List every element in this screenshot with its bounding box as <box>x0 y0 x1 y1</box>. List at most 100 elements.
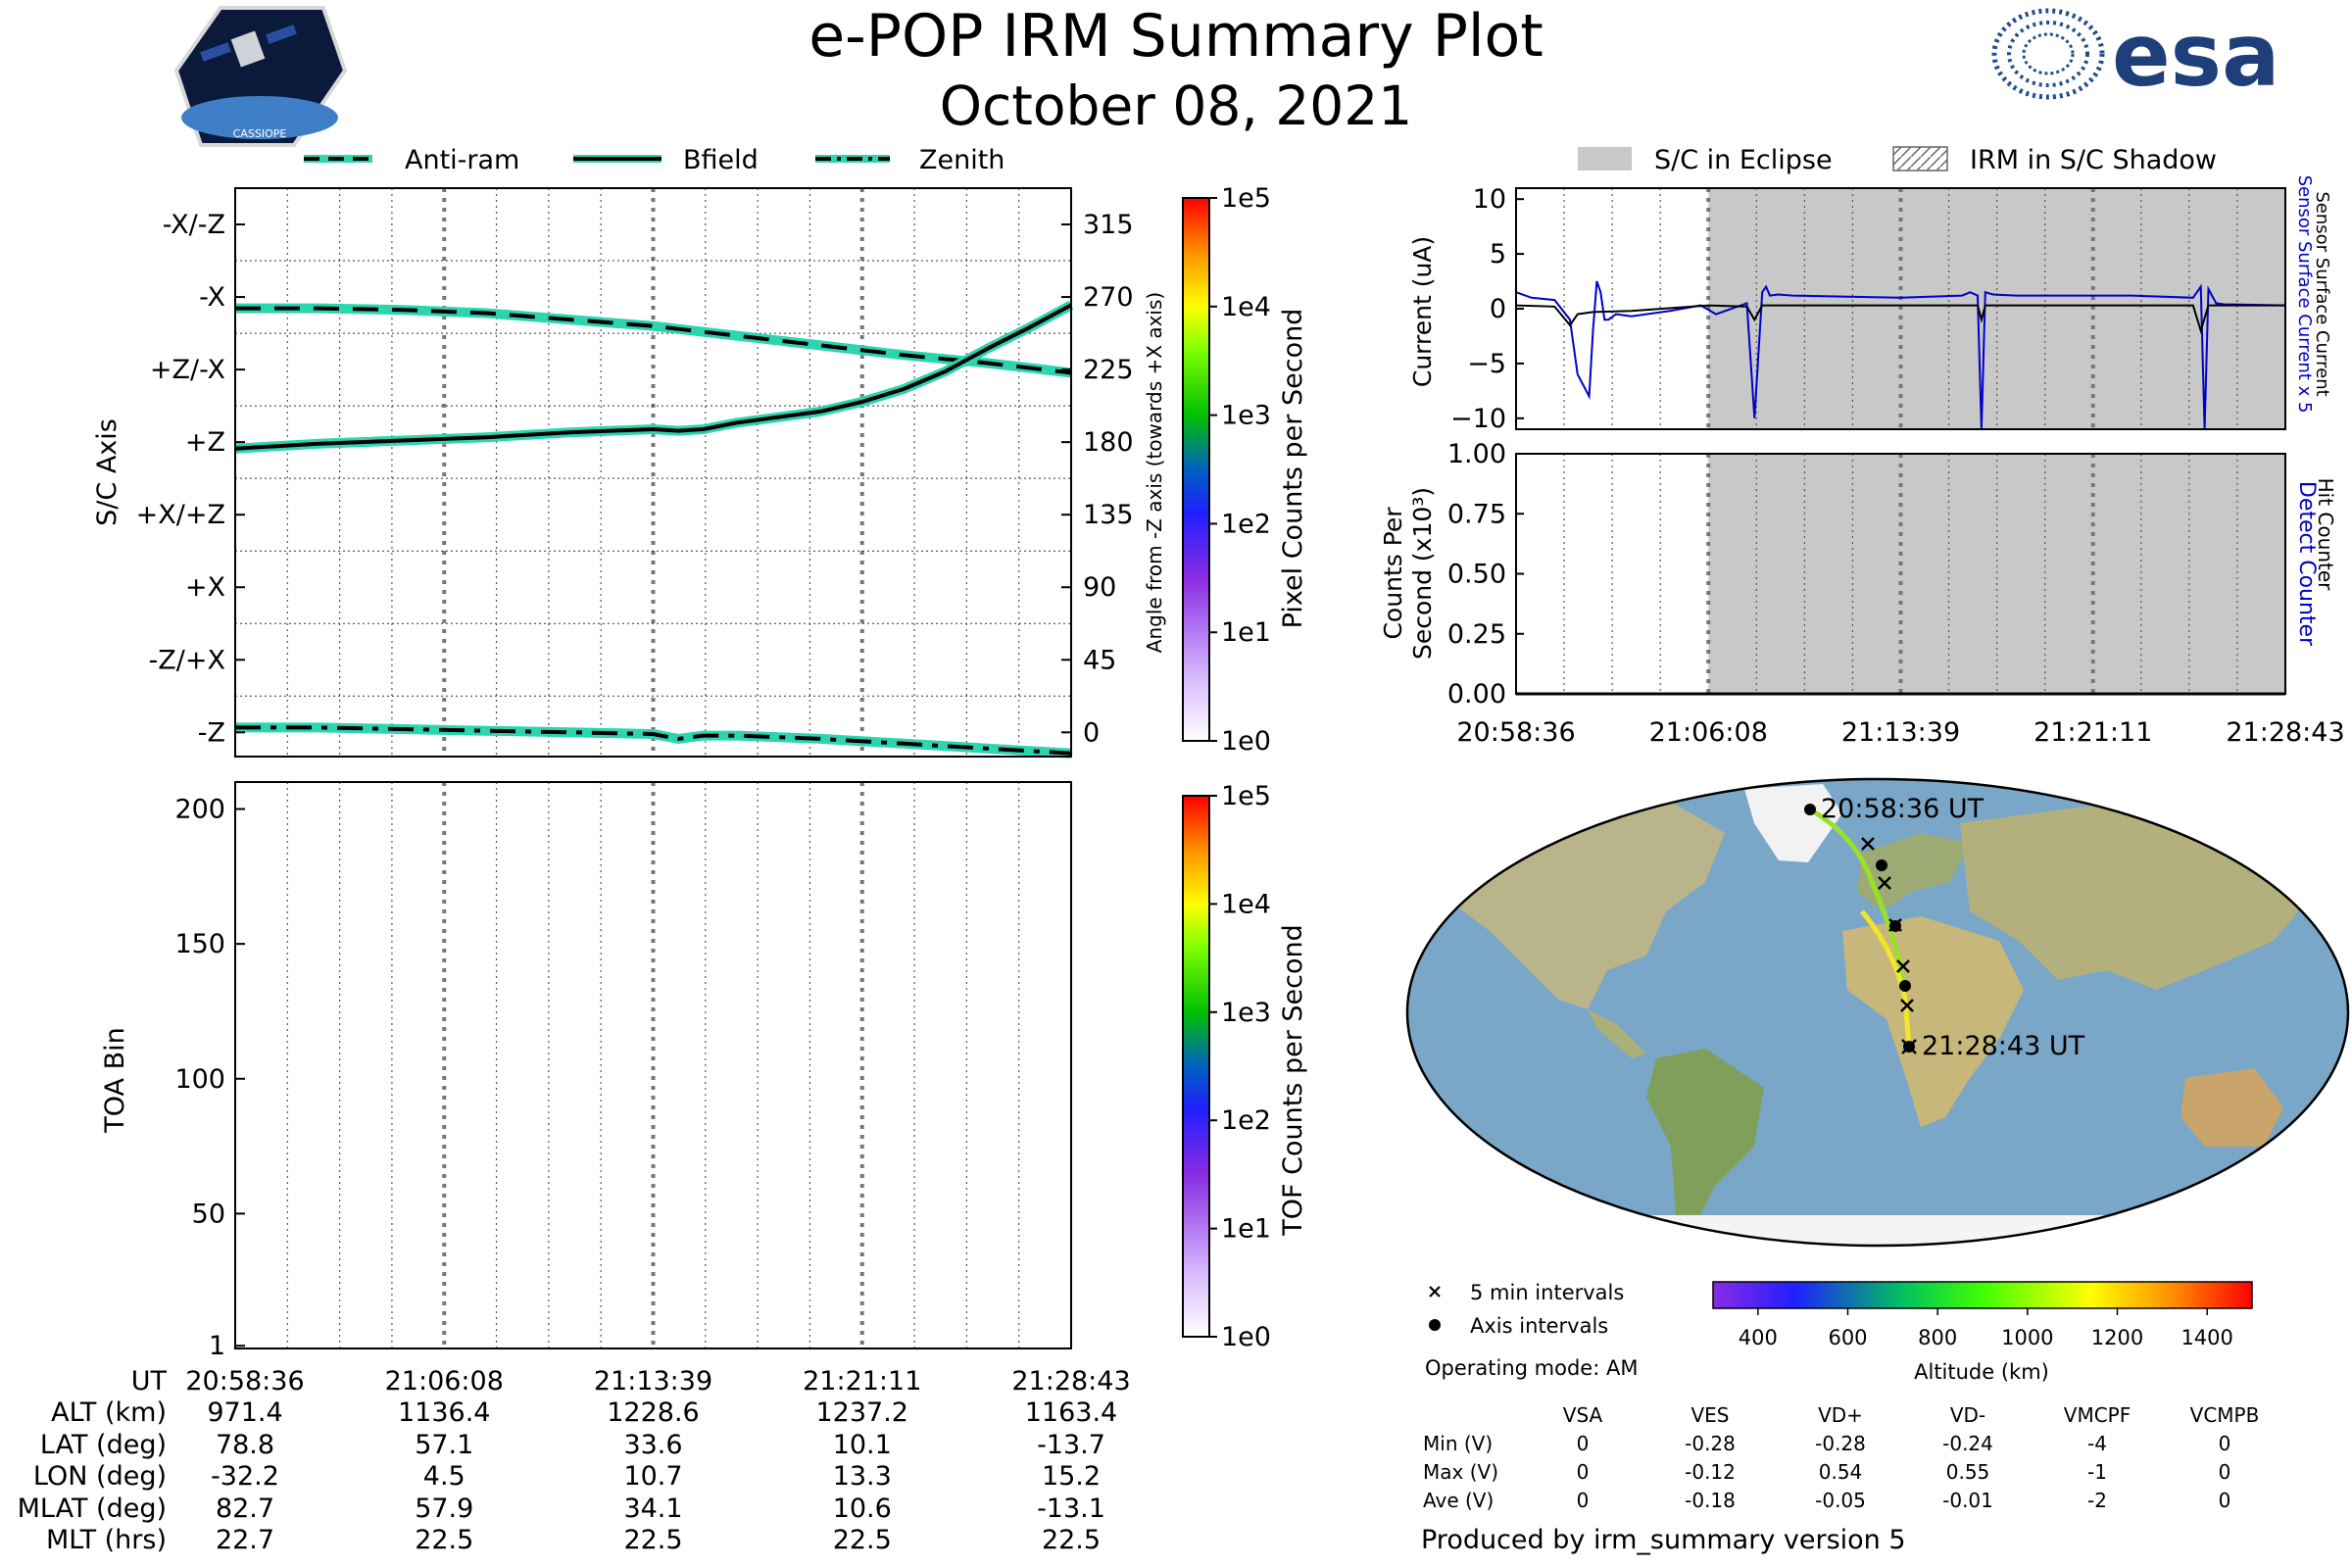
voltage-cell: 0 <box>1577 1432 1590 1455</box>
legend-eclipse-swatch <box>1578 147 1632 171</box>
counts-xtick-label: 21:13:39 <box>1841 717 1960 748</box>
toa-yticks: 200 150 100 50 1 <box>174 795 245 1361</box>
axis-label: +Z/-X <box>150 355 225 385</box>
esa-globe-icon <box>1991 8 2105 100</box>
voltage-header: VD+ <box>1818 1403 1863 1427</box>
antarctica <box>1411 1215 2348 1246</box>
counts-tick-label: 1.00 <box>1447 439 1506 469</box>
angle-tick-label: 180 <box>1083 427 1134 458</box>
ephemeris-cell: 21:21:11 <box>803 1366 921 1396</box>
current-tick-label: −5 <box>1467 349 1506 379</box>
current-series-line <box>1515 280 2286 430</box>
toa-tick-label: 150 <box>174 929 225 959</box>
ephemeris-cell: 21:06:08 <box>385 1366 504 1396</box>
colorbar-tick-label: 1e2 <box>1221 1105 1271 1136</box>
ephemeris-cell: 1228.6 <box>607 1397 699 1428</box>
current-tick-label: 0 <box>1490 294 1506 324</box>
mission-logo: CASSIOPE <box>173 6 348 147</box>
axis-label: +Z <box>185 427 225 458</box>
ephemeris-row-label: LON (deg) <box>33 1461 167 1492</box>
ephemeris-cell: 1136.4 <box>398 1397 490 1428</box>
ephemeris-cell: 13.3 <box>833 1461 892 1492</box>
counts-xtick-label: 21:06:08 <box>1649 717 1768 748</box>
ephemeris-cell: 971.4 <box>207 1397 282 1428</box>
colorbar-tick-label: 1e1 <box>1221 617 1271 648</box>
voltage-cell: -0.01 <box>1942 1489 1993 1512</box>
ephemeris-cell: -13.1 <box>1037 1494 1105 1524</box>
voltage-cell: 0 <box>2219 1460 2231 1484</box>
voltage-cell: 0 <box>1577 1489 1590 1512</box>
current-right-label-blue: Sensor Surface Current x 5 <box>2294 175 2315 414</box>
five-min-marker <box>1861 837 1875 851</box>
ephemeris-cell: 34.1 <box>623 1494 682 1524</box>
current-panel: 10 5 0 −5 −10 Current (uA) Sensor Surface Cu… <box>1408 175 2332 434</box>
ephemeris-row-label: ALT (km) <box>51 1397 167 1428</box>
series-line-bfield <box>234 303 1072 451</box>
toa-panel: 200 150 100 50 1 TOA Bin <box>100 781 1072 1361</box>
attitude-ylabel-right: Angle from -Z axis (towards +X axis) <box>1143 292 1166 653</box>
counts-tick-label: 0.75 <box>1447 499 1506 529</box>
angle-tick-label: 0 <box>1083 717 1100 748</box>
attitude-angle-ticks: 315 270 225 180 135 90 45 0 <box>1061 210 1134 748</box>
ephemeris-cell: 22.7 <box>216 1525 274 1555</box>
series-line-anti-ram <box>235 306 1072 375</box>
altitude-ticks: 400 600 800 1000 1200 1400 <box>1739 1308 2233 1349</box>
current-ylabel: Current (uA) <box>1408 236 1437 387</box>
altitude-tick-label: 600 <box>1828 1326 1867 1349</box>
colorbar-tick-label: 1e3 <box>1221 401 1271 431</box>
ephemeris-cell: 10.1 <box>833 1430 892 1460</box>
pixel-colorbar-label: Pixel Counts per Second <box>1278 309 1308 629</box>
voltage-headers: VSA VES VD+ VD- VMCPF VCMPB <box>1563 1403 2260 1427</box>
axis-label: -X <box>199 282 225 313</box>
legend-zenith: Zenith <box>815 145 1004 175</box>
agency-logo: esa <box>1991 5 2279 106</box>
toa-gridlines <box>286 782 1020 1348</box>
angle-tick-label: 90 <box>1083 572 1116 603</box>
orbit-track-lower <box>1860 909 1912 1048</box>
voltage-cell: -0.12 <box>1685 1460 1736 1484</box>
axis-interval-icon <box>1429 1319 1441 1331</box>
ephemeris-cell: 33.6 <box>623 1430 682 1460</box>
produced-by: Produced by irm_summary version 5 <box>1421 1525 1906 1555</box>
voltage-cell: 0.54 <box>1819 1460 1863 1484</box>
pixel-colorbar: 1e0 1e1 1e2 1e3 1e4 1e5 Pixel Counts per Seco… <box>1182 183 1308 757</box>
ephemeris-row-label: MLT (hrs) <box>46 1525 167 1555</box>
five-min-icon <box>1429 1286 1441 1298</box>
orbit-start-label: 20:58:36 UT <box>1821 794 1984 824</box>
attitude-frame <box>234 187 1072 758</box>
angle-tick-label: 270 <box>1083 282 1134 313</box>
colorbar-tick-label: 1e5 <box>1221 781 1271 811</box>
voltage-header: VMCPF <box>2064 1403 2131 1427</box>
ephemeris-cell: 21:13:39 <box>594 1366 712 1396</box>
toa-tick-label: 200 <box>174 795 225 825</box>
altitude-tick-label: 1000 <box>2001 1326 2053 1349</box>
current-tick-label: 10 <box>1473 184 1506 215</box>
altitude-tick-label: 800 <box>1918 1326 1957 1349</box>
tof-colorbar: 1e0 1e1 1e2 1e3 1e4 1e5 TOF Counts per Second <box>1182 781 1308 1352</box>
voltage-cell: 0 <box>2219 1432 2231 1455</box>
series-line-zenith <box>235 725 1072 756</box>
ephemeris-cell: 22.5 <box>623 1525 682 1555</box>
counts-tick-label: 0.25 <box>1447 619 1506 650</box>
legend-shadow-label: IRM in S/C Shadow <box>1970 145 2217 175</box>
current-series <box>1515 280 2286 430</box>
altitude-tick-label: 1400 <box>2180 1326 2232 1349</box>
legend-label: Bfield <box>683 145 759 175</box>
colorbar-tick-label: 1e5 <box>1221 183 1271 214</box>
toa-tick-label: 100 <box>174 1064 225 1095</box>
altitude-colorbar: 400 600 800 1000 1200 1400 Altitude (km) <box>1712 1281 2253 1384</box>
altitude-tick-label: 400 <box>1739 1326 1778 1349</box>
mission-logo-text: CASSIOPE <box>233 127 287 140</box>
ephemeris-cell: 4.5 <box>423 1461 466 1492</box>
colorbar-tick-label: 1e0 <box>1221 1322 1271 1352</box>
ephemeris-cell: 78.8 <box>216 1430 274 1460</box>
ephemeris-cell: 1163.4 <box>1025 1397 1117 1428</box>
voltage-header: VD- <box>1950 1403 1985 1427</box>
legend-anti-ram: Anti-ram <box>304 145 519 175</box>
attitude-legend: Anti-ram Bfield Zenith <box>304 145 1004 175</box>
map-border <box>1405 777 2350 1248</box>
counts-tick-label: 0.50 <box>1447 560 1506 590</box>
colorbar-tick-label: 1e3 <box>1221 998 1271 1028</box>
